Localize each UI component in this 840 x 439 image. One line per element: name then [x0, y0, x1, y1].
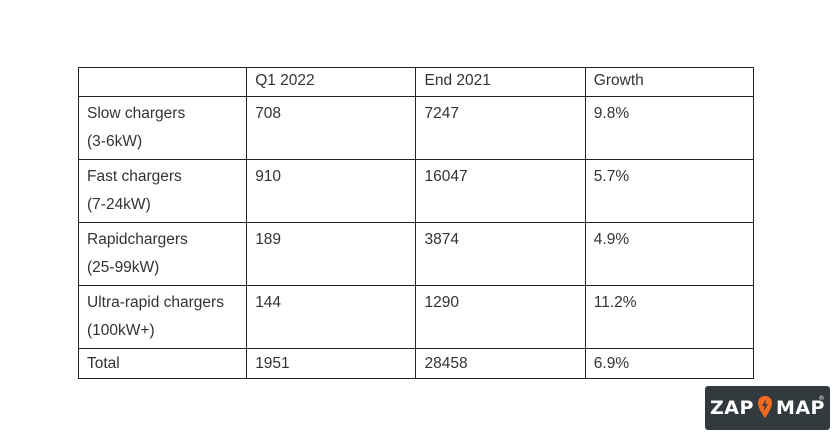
header-cell-growth: Growth — [584, 67, 755, 97]
table-row: Slow chargers (3-6kW) 708 7247 9.8% — [77, 96, 755, 160]
category-name: Slow chargers — [87, 105, 186, 122]
end-2021-cell: 16047 — [415, 159, 586, 223]
category-cell: Total — [77, 348, 248, 379]
growth-cell: 6.9% — [584, 348, 755, 379]
table-row: Ultra-rapid chargers (100kW+) 144 1290 1… — [77, 285, 755, 349]
lightning-pin-icon — [757, 395, 773, 419]
table-row: Fast chargers (7-24kW) 910 16047 5.7% — [77, 159, 755, 223]
q1-2022-cell: 189 — [246, 222, 417, 286]
end-2021-cell: 3874 — [415, 222, 586, 286]
category-cell: Ultra-rapid chargers (100kW+) — [77, 285, 248, 349]
growth-cell: 5.7% — [584, 159, 755, 223]
header-cell-end-2021: End 2021 — [415, 67, 586, 97]
growth-cell: 9.8% — [584, 96, 755, 160]
category-range: (3-6kW) — [87, 133, 143, 150]
q1-2022-cell: 910 — [246, 159, 417, 223]
end-2021-cell: 1290 — [415, 285, 586, 349]
zapmap-logo: ZAP MAP ® — [705, 386, 830, 430]
table-row: Rapidchargers (25-99kW) 189 3874 4.9% — [77, 222, 755, 286]
q1-2022-cell: 708 — [246, 96, 417, 160]
category-name: Total — [87, 355, 120, 372]
table-header-row: Q1 2022 End 2021 Growth — [77, 67, 755, 97]
charger-growth-table: Q1 2022 End 2021 Growth Slow chargers (3… — [77, 67, 755, 379]
registered-mark: ® — [818, 395, 825, 402]
page-mark: · · · — [87, 42, 106, 52]
end-2021-cell: 28458 — [415, 348, 586, 379]
growth-cell: 11.2% — [584, 285, 755, 349]
header-cell-category — [77, 67, 248, 97]
category-range: (100kW+) — [87, 322, 155, 339]
category-name: Rapidchargers — [87, 231, 188, 248]
end-2021-cell: 7247 — [415, 96, 586, 160]
header-cell-q1-2022: Q1 2022 — [246, 67, 417, 97]
q1-2022-cell: 144 — [246, 285, 417, 349]
category-name: Ultra-rapid chargers — [87, 294, 224, 311]
logo-word-right: MAP — [775, 397, 825, 419]
table-row-total: Total 1951 28458 6.9% — [77, 348, 755, 379]
category-name: Fast chargers — [87, 168, 182, 185]
category-range: (7-24kW) — [87, 196, 151, 213]
category-cell: Fast chargers (7-24kW) — [77, 159, 248, 223]
growth-cell: 4.9% — [584, 222, 755, 286]
category-cell: Rapidchargers (25-99kW) — [77, 222, 248, 286]
category-cell: Slow chargers (3-6kW) — [77, 96, 248, 160]
category-range: (25-99kW) — [87, 259, 160, 276]
logo-word-left: ZAP — [710, 397, 754, 419]
q1-2022-cell: 1951 — [246, 348, 417, 379]
